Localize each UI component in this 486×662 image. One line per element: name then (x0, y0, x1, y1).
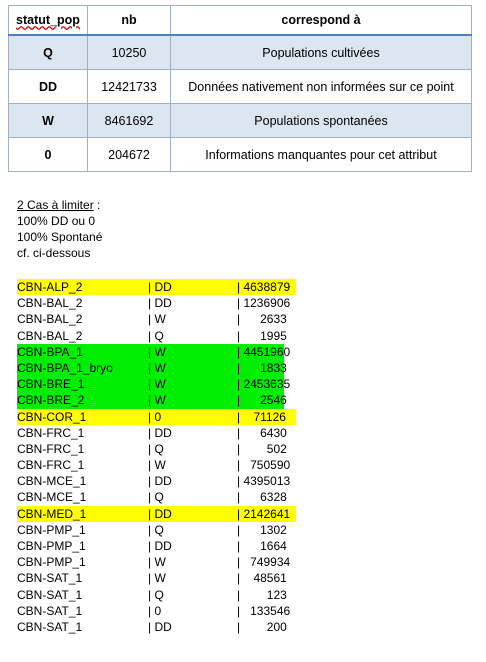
list-item-statut: | Q (148, 441, 164, 456)
list-item-name: CBN-MCE_1 (17, 474, 87, 489)
notes-line: 100% DD ou 0 (17, 214, 96, 228)
cell-statut: DD (8, 69, 88, 104)
notes-block: 2 Cas à limiter : 100% DD ou 0 100% Spon… (17, 197, 102, 261)
row-highlight (17, 376, 284, 393)
table-row: Q 10250 Populations cultivées (8, 34, 472, 70)
row-highlight (17, 359, 284, 377)
cell-nb: 204672 (87, 137, 171, 172)
list-item-statut: | Q (148, 490, 164, 505)
list-item-name: CBN-MCE_1 (17, 490, 87, 505)
notes-title: 2 Cas à limiter : (17, 198, 101, 212)
list-item-count: | 1664 (237, 539, 287, 553)
list-item-count: | 750590 (237, 458, 291, 473)
list-item-statut: | Q (148, 328, 164, 343)
cell-desc: Données nativement non informées sur ce … (170, 69, 472, 104)
list-item-count: | 4395013 (237, 474, 291, 489)
list-item-count: | 2546 (237, 393, 287, 408)
list-item-name: CBN-FRC_1 (17, 425, 85, 440)
list-item-statut: | W (148, 571, 166, 586)
row-highlight (17, 505, 296, 522)
cell-desc: Populations spontanées (170, 103, 472, 138)
list-item-count: | 123 (237, 587, 287, 602)
row-highlight (17, 408, 296, 425)
list-item-statut: | DD (148, 539, 172, 553)
list-item-statut: | W (148, 377, 166, 392)
list-item-statut: | DD (148, 474, 172, 489)
list-item-name: CBN-COR_1 (17, 409, 87, 424)
list-item-name: CBN-SAT_1 (17, 587, 83, 602)
list-item-count: | 502 (237, 441, 287, 456)
list-item-count: | 4451960 (237, 344, 291, 359)
table-header-row: statut_pop nb correspond à (8, 5, 472, 36)
list-item-statut: | DD (148, 619, 172, 634)
table-row: 0 204672 Informations manquantes pour cet … (8, 137, 472, 172)
list-item-count: | 48561 (237, 571, 287, 586)
cell-statut: Q (8, 34, 88, 70)
list-item-statut: | W (148, 555, 166, 570)
cell-nb: 10250 (87, 34, 171, 70)
list-item-name: CBN-BPA_1 (17, 344, 83, 359)
table-row: DD 12421733 Données nativement non informé… (8, 69, 472, 104)
list-item-name: CBN-SAT_1 (17, 619, 83, 634)
list-item-statut: | 0 (148, 603, 162, 618)
list-item-statut: | W (148, 458, 166, 473)
list-item-count: | 200 (237, 619, 287, 634)
row-highlight (17, 392, 284, 409)
list-item-name: CBN-SAT_1 (17, 571, 83, 586)
list-item-count: | 133546 (237, 603, 291, 618)
list-item-name: CBN-SAT_1 (17, 603, 83, 618)
list-item-name: CBN-BAL_2 (17, 328, 83, 343)
list-item-count: | 749934 (237, 555, 291, 570)
list-item-name: CBN-FRC_1 (17, 441, 85, 456)
header-nb: nb (87, 5, 171, 36)
list-item-count: | 1302 (237, 522, 287, 537)
list-item-name: CBN-BRE_2 (17, 393, 85, 408)
list-item-name: CBN-PMP_1 (17, 522, 86, 537)
cell-nb: 8461692 (87, 103, 171, 138)
list-item-name: CBN-PMP_1 (17, 555, 86, 570)
cell-statut: W (8, 103, 88, 138)
list-item-statut: | W (148, 312, 166, 327)
list-item-count: | 6430 (237, 425, 287, 440)
list-item-statut: | 0 (148, 409, 162, 424)
cell-desc: Informations manquantes pour cet attribu… (170, 137, 472, 172)
list-item-count: | 1995 (237, 328, 287, 343)
list-item-count: | 4638879 (237, 280, 291, 294)
list-item-count: | 2142641 (237, 506, 291, 521)
header-correspond: correspond à (170, 5, 472, 36)
cell-nb: 12421733 (87, 69, 171, 104)
list-item-count: | 71126 (237, 409, 286, 424)
notes-line: 100% Spontané (17, 230, 103, 244)
cell-desc: Populations cultivées (170, 34, 472, 70)
list-item-name: CBN-BAL_2 (17, 312, 83, 327)
list-item-count: | 1236906 (237, 296, 291, 311)
list-item-statut: | DD (148, 506, 172, 521)
list-item-statut: | DD (148, 296, 172, 311)
table-row: W 8461692 Populations spontanées (8, 103, 472, 138)
header-statut-pop: statut_pop (8, 5, 88, 36)
list-item-statut: | Q (148, 587, 164, 602)
list-item-count: | 1833 (237, 360, 287, 375)
list-item-count: | 2633 (237, 312, 287, 327)
notes-line: cf. ci-dessous (17, 246, 91, 260)
list-item-statut: | W (148, 344, 166, 359)
list-item-count: | 2453635 (237, 377, 291, 392)
statut-pop-table: statut_pop nb correspond à Q 10250 Populat… (8, 5, 472, 172)
list-item-statut: | DD (148, 425, 172, 440)
list-item-count: | 6328 (237, 490, 287, 505)
list-item-name: CBN-PMP_1 (17, 539, 86, 553)
list-item-name: CBN-FRC_1 (17, 458, 85, 473)
list-item-statut: | W (148, 360, 166, 375)
row-highlight (17, 343, 284, 360)
list-item-name: CBN-ALP_2 (17, 280, 83, 294)
row-highlight (17, 279, 296, 296)
list-item-name: CBN-MED_1 (17, 506, 87, 521)
list-item-statut: | W (148, 393, 166, 408)
cell-statut: 0 (8, 137, 88, 172)
list-item-statut: | DD (148, 280, 172, 294)
list-item-name: CBN-BPA_1_bryo (17, 360, 113, 375)
list-item-name: CBN-BRE_1 (17, 377, 85, 392)
list-item-name: CBN-BAL_2 (17, 296, 83, 311)
list-item-statut: | Q (148, 522, 164, 537)
